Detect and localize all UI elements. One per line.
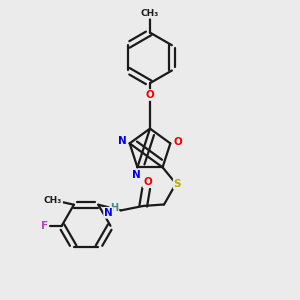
Text: H: H xyxy=(110,203,118,213)
Text: N: N xyxy=(132,170,140,180)
Text: S: S xyxy=(174,179,181,189)
Text: O: O xyxy=(146,90,154,100)
Text: O: O xyxy=(143,177,152,187)
Text: N: N xyxy=(118,136,127,146)
Text: O: O xyxy=(173,137,182,148)
Text: N: N xyxy=(104,208,113,218)
Text: F: F xyxy=(41,221,48,231)
Text: CH₃: CH₃ xyxy=(44,196,62,205)
Text: CH₃: CH₃ xyxy=(141,9,159,18)
